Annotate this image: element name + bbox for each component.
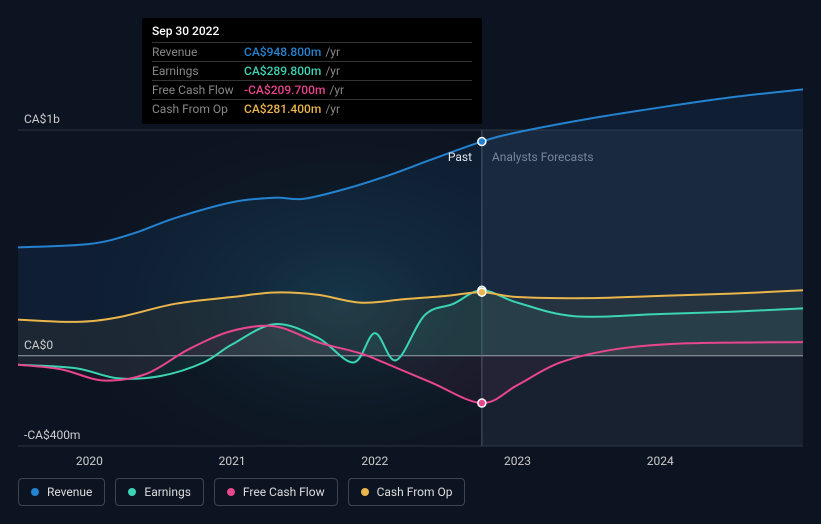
tooltip-metric-label: Earnings [152,64,244,78]
x-axis-label: 2020 [76,454,103,468]
tooltip-metric-label: Revenue [152,45,244,59]
legend-label: Cash From Op [377,485,453,499]
legend-label: Earnings [144,485,191,499]
tooltip-metric-value: CA$289.800m [244,64,321,78]
legend-item-free-cash-flow[interactable]: Free Cash Flow [214,478,338,506]
tooltip-row: Free Cash Flow-CA$209.700m/yr [152,81,472,100]
y-axis-label: CA$0 [24,338,53,352]
tooltip-metric-label: Free Cash Flow [152,83,244,97]
legend-swatch-icon [361,488,369,496]
tooltip-metric-value: -CA$209.700m [244,83,325,97]
legend-swatch-icon [31,488,39,496]
legend-swatch-icon [227,488,235,496]
financial-chart: Sep 30 2022 RevenueCA$948.800m/yrEarning… [18,18,803,506]
legend-item-revenue[interactable]: Revenue [18,478,105,506]
tooltip-row: Cash From OpCA$281.400m/yr [152,100,472,118]
x-axis-label: 2022 [361,454,388,468]
tooltip-date: Sep 30 2022 [152,24,472,43]
tooltip-row: EarningsCA$289.800m/yr [152,62,472,81]
tooltip-metric-unit: /yr [325,45,340,59]
tooltip-row: RevenueCA$948.800m/yr [152,43,472,62]
tooltip-metric-value: CA$948.800m [244,45,321,59]
legend-label: Free Cash Flow [243,485,325,499]
tooltip-metric-unit: /yr [325,64,340,78]
x-axis-label: 2021 [219,454,246,468]
legend-label: Revenue [47,485,92,499]
tooltip-metric-unit: /yr [329,83,344,97]
legend-swatch-icon [128,488,136,496]
legend-item-earnings[interactable]: Earnings [115,478,204,506]
tooltip-metric-value: CA$281.400m [244,102,321,116]
tooltip-metric-unit: /yr [325,102,340,116]
y-axis-label: CA$1b [24,112,60,126]
legend-item-cash-from-op[interactable]: Cash From Op [348,478,466,506]
past-label: Past [448,150,472,164]
x-axis-label: 2024 [647,454,674,468]
y-axis-label: -CA$400m [24,428,80,442]
chart-tooltip: Sep 30 2022 RevenueCA$948.800m/yrEarning… [142,18,482,124]
tooltip-metric-label: Cash From Op [152,102,244,116]
chart-legend: Revenue Earnings Free Cash Flow Cash From O… [18,478,465,506]
x-axis-label: 2023 [504,454,531,468]
forecast-label: Analysts Forecasts [492,150,594,164]
